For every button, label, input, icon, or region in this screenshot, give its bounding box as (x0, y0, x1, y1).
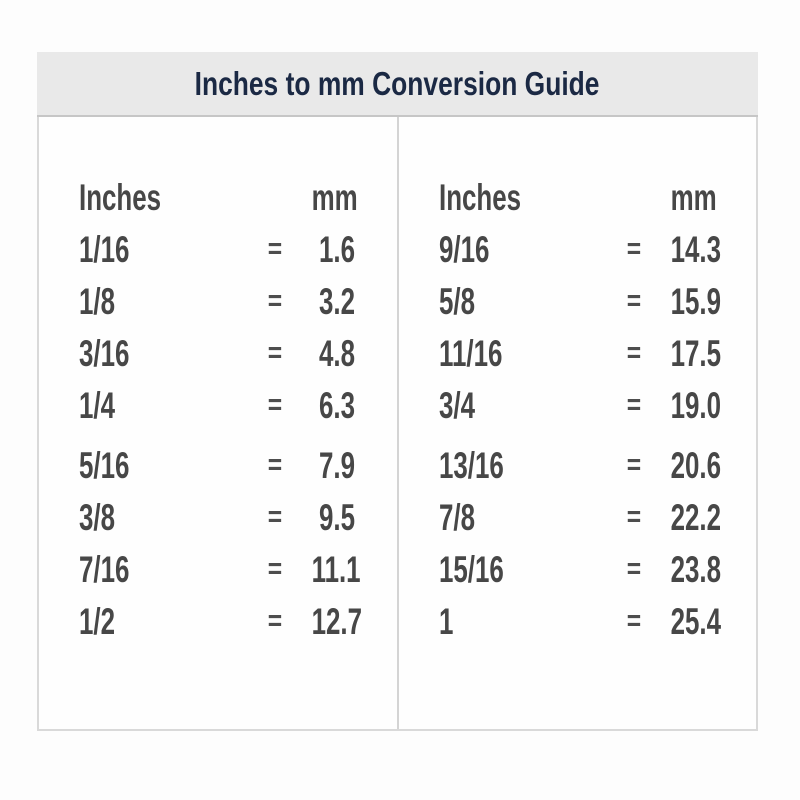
inches-value: 13/16 (438, 444, 504, 486)
inches-value: 5/8 (438, 280, 475, 322)
conversion-row: 9/16 = 14.3 (438, 223, 722, 275)
equals-sign: = (626, 552, 642, 585)
mm-value: 15.9 (670, 280, 722, 322)
conversion-row: 7/16 = 11.1 (79, 543, 361, 595)
inches-value: 15/16 (438, 548, 504, 590)
column-header-row: Inches mm (79, 171, 358, 223)
conversion-row: 3/4 = 19.0 (438, 379, 722, 431)
equals-sign: = (267, 232, 282, 265)
equals-sign: = (267, 604, 282, 637)
equals-sign: = (267, 552, 282, 585)
conversion-row: 3/16 = 4.8 (79, 327, 355, 379)
mm-value: 3.2 (318, 280, 355, 322)
inches-header-label: Inches (79, 176, 162, 218)
conversion-row: 5/8 = 15.9 (438, 275, 722, 327)
inches-value: 1/16 (79, 228, 130, 270)
equals-sign: = (626, 336, 642, 369)
conversion-row: 3/8 = 9.5 (79, 491, 355, 543)
inches-value: 11/16 (438, 332, 502, 374)
inches-value: 7/8 (438, 496, 475, 538)
mm-value: 9.5 (318, 496, 355, 538)
mm-value: 17.5 (670, 332, 722, 374)
conversion-guide-panel: Inches to mm Conversion Guide Inches mm … (37, 52, 758, 731)
conversion-row: 13/16 = 20.6 (438, 439, 722, 491)
conversion-table: Inches mm 1/16 = 1.6 1/8 = 3.2 3/16 = 4.… (37, 117, 758, 731)
conversion-row: 1/16 = 1.6 (79, 223, 355, 275)
mm-header-label: mm (311, 176, 358, 218)
conversion-row: 1/2 = 12.7 (79, 595, 362, 647)
inches-value: 3/8 (79, 496, 116, 538)
mm-value: 4.8 (318, 332, 355, 374)
equals-sign: = (626, 604, 642, 637)
inches-value: 3/16 (79, 332, 130, 374)
inches-value: 9/16 (438, 228, 489, 270)
guide-header: Inches to mm Conversion Guide (37, 52, 758, 117)
inches-value: 1/8 (79, 280, 116, 322)
guide-title: Inches to mm Conversion Guide (195, 64, 600, 102)
mm-value: 11.1 (311, 548, 361, 590)
conversion-row: 7/8 = 22.2 (438, 491, 722, 543)
mm-value: 6.3 (318, 384, 355, 426)
conversion-row: 1/8 = 3.2 (79, 275, 355, 327)
inches-header-label: Inches (438, 176, 521, 218)
mm-value: 20.6 (670, 444, 722, 486)
mm-value: 14.3 (670, 228, 722, 270)
mm-value: 25.4 (670, 600, 722, 642)
equals-sign: = (267, 336, 282, 369)
conversion-row: 15/16 = 23.8 (438, 543, 722, 595)
mm-value: 12.7 (311, 600, 362, 642)
inches-value: 3/4 (438, 384, 475, 426)
conversion-column-left: Inches mm 1/16 = 1.6 1/8 = 3.2 3/16 = 4.… (39, 117, 397, 729)
equals-sign: = (267, 284, 282, 317)
equals-sign: = (626, 388, 642, 421)
equals-sign: = (626, 284, 642, 317)
conversion-row: 11/16 = 17.5 (438, 327, 722, 379)
mm-value: 1.6 (318, 228, 355, 270)
conversion-row: 1 = 25.4 (438, 595, 722, 647)
equals-sign: = (626, 448, 642, 481)
mm-value: 7.9 (318, 444, 355, 486)
inches-value: 5/16 (79, 444, 130, 486)
equals-sign: = (267, 500, 282, 533)
conversion-column-right: Inches mm 9/16 = 14.3 5/8 = 15.9 11/16 =… (396, 117, 757, 729)
conversion-row: 1/4 = 6.3 (79, 379, 355, 431)
inches-value: 7/16 (79, 548, 130, 590)
mm-value: 22.2 (670, 496, 722, 538)
equals-sign: = (267, 448, 282, 481)
inches-value: 1/4 (79, 384, 116, 426)
equals-sign: = (626, 500, 642, 533)
equals-sign: = (267, 388, 282, 421)
inches-value: 1/2 (79, 600, 116, 642)
equals-sign: = (626, 232, 642, 265)
mm-header-label: mm (670, 176, 717, 218)
mm-value: 23.8 (670, 548, 722, 590)
column-header-row: Inches mm (438, 171, 717, 223)
conversion-row: 5/16 = 7.9 (79, 439, 355, 491)
mm-value: 19.0 (670, 384, 722, 426)
inches-value: 1 (438, 600, 453, 642)
